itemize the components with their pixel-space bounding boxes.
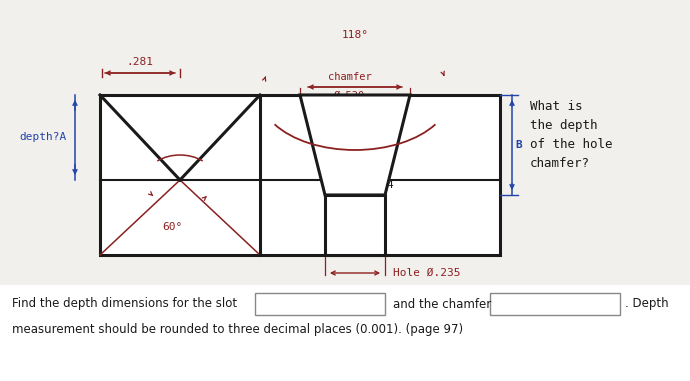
- Text: What is
the depth
of the hole
chamfer?: What is the depth of the hole chamfer?: [530, 100, 613, 170]
- Text: Ø.530: Ø.530: [335, 91, 366, 101]
- Text: and the chamfer: and the chamfer: [393, 298, 491, 311]
- Text: depth?A: depth?A: [20, 133, 67, 142]
- Text: B: B: [515, 140, 522, 150]
- Bar: [100, 95, 500, 255]
- Text: chamfer: chamfer: [328, 72, 372, 82]
- Text: 118°: 118°: [342, 30, 368, 40]
- Bar: [255, 293, 385, 315]
- Text: .281: .281: [126, 57, 153, 67]
- Bar: [0, 285, 690, 381]
- Text: 4: 4: [386, 180, 393, 190]
- Bar: [490, 293, 620, 315]
- Text: 60°: 60°: [162, 222, 182, 232]
- Polygon shape: [325, 195, 385, 255]
- Polygon shape: [300, 95, 410, 195]
- Text: Hole Ø.235: Hole Ø.235: [393, 268, 460, 278]
- Text: Find the depth dimensions for the slot: Find the depth dimensions for the slot: [12, 298, 237, 311]
- Text: . Depth: . Depth: [625, 298, 669, 311]
- Text: measurement should be rounded to three decimal places (0.001). (page 97): measurement should be rounded to three d…: [12, 323, 463, 336]
